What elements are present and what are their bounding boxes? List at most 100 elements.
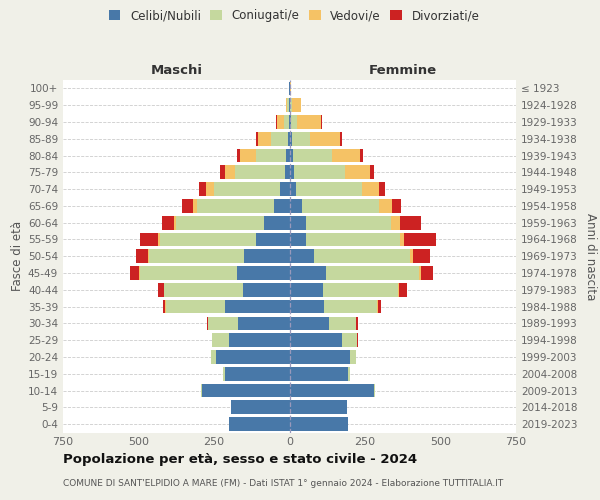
Bar bbox=[314, 250, 410, 263]
Bar bbox=[235, 166, 285, 179]
Bar bbox=[208, 316, 238, 330]
Bar bbox=[293, 148, 332, 162]
Bar bbox=[324, 300, 377, 314]
Bar bbox=[166, 300, 224, 314]
Bar bbox=[215, 350, 290, 364]
Bar bbox=[400, 232, 404, 246]
Bar bbox=[214, 182, 280, 196]
Bar bbox=[343, 334, 358, 347]
Bar bbox=[199, 182, 206, 196]
Bar bbox=[162, 216, 174, 230]
Bar bbox=[230, 400, 290, 414]
Bar bbox=[290, 417, 349, 431]
Bar bbox=[140, 232, 158, 246]
Bar bbox=[346, 166, 370, 179]
Y-axis label: Fasce di età: Fasce di età bbox=[11, 221, 24, 292]
Bar bbox=[149, 250, 244, 263]
Bar bbox=[207, 316, 208, 330]
Bar bbox=[206, 182, 214, 196]
Bar bbox=[290, 199, 302, 213]
Bar bbox=[379, 199, 392, 213]
Bar bbox=[236, 266, 290, 280]
Bar bbox=[242, 283, 290, 296]
Bar bbox=[290, 82, 291, 96]
Bar bbox=[306, 216, 391, 230]
Bar bbox=[332, 148, 361, 162]
Bar bbox=[256, 132, 258, 145]
Bar bbox=[290, 250, 314, 263]
Bar bbox=[285, 166, 290, 179]
Bar bbox=[176, 216, 264, 230]
Bar bbox=[290, 148, 293, 162]
Bar bbox=[224, 367, 290, 380]
Bar bbox=[139, 266, 140, 280]
Bar bbox=[294, 166, 346, 179]
Bar bbox=[236, 148, 239, 162]
Bar bbox=[289, 115, 290, 129]
Bar bbox=[229, 334, 290, 347]
Bar bbox=[256, 148, 286, 162]
Bar bbox=[288, 132, 290, 145]
Bar bbox=[361, 148, 363, 162]
Bar bbox=[238, 316, 290, 330]
Bar bbox=[410, 250, 413, 263]
Bar bbox=[291, 115, 297, 129]
Bar bbox=[350, 350, 356, 364]
Bar bbox=[224, 166, 235, 179]
Bar bbox=[286, 148, 290, 162]
Bar bbox=[379, 182, 385, 196]
Bar bbox=[182, 199, 193, 213]
Bar bbox=[174, 216, 176, 230]
Bar bbox=[287, 98, 289, 112]
Bar bbox=[224, 300, 290, 314]
Bar bbox=[421, 266, 433, 280]
Bar bbox=[286, 98, 287, 112]
Bar bbox=[321, 115, 322, 129]
Bar bbox=[290, 182, 296, 196]
Bar bbox=[284, 115, 289, 129]
Bar bbox=[223, 367, 224, 380]
Bar bbox=[140, 266, 236, 280]
Bar bbox=[290, 384, 374, 398]
Text: Maschi: Maschi bbox=[150, 64, 202, 78]
Bar bbox=[419, 266, 421, 280]
Bar bbox=[306, 232, 400, 246]
Bar bbox=[239, 148, 256, 162]
Bar bbox=[264, 216, 290, 230]
Bar bbox=[296, 182, 362, 196]
Bar bbox=[158, 232, 160, 246]
Bar bbox=[163, 300, 166, 314]
Bar bbox=[370, 166, 374, 179]
Bar bbox=[290, 367, 349, 380]
Bar bbox=[413, 250, 430, 263]
Bar bbox=[277, 115, 284, 129]
Bar bbox=[220, 166, 224, 179]
Bar bbox=[326, 266, 419, 280]
Bar bbox=[399, 283, 407, 296]
Bar bbox=[271, 132, 288, 145]
Bar bbox=[197, 199, 274, 213]
Bar bbox=[258, 132, 271, 145]
Bar bbox=[323, 283, 398, 296]
Text: Popolazione per età, sesso e stato civile - 2024: Popolazione per età, sesso e stato civil… bbox=[63, 452, 417, 466]
Bar bbox=[377, 300, 381, 314]
Bar bbox=[391, 216, 400, 230]
Bar bbox=[297, 115, 321, 129]
Bar bbox=[292, 132, 310, 145]
Bar bbox=[212, 334, 229, 347]
Bar bbox=[290, 316, 329, 330]
Bar bbox=[136, 250, 148, 263]
Bar bbox=[398, 283, 399, 296]
Bar bbox=[211, 350, 215, 364]
Bar bbox=[356, 316, 358, 330]
Bar bbox=[302, 199, 379, 213]
Bar bbox=[290, 300, 324, 314]
Bar bbox=[130, 266, 139, 280]
Bar bbox=[290, 334, 343, 347]
Bar bbox=[202, 384, 290, 398]
Bar bbox=[392, 199, 401, 213]
Text: Femmine: Femmine bbox=[368, 64, 437, 78]
Bar bbox=[160, 232, 256, 246]
Bar bbox=[276, 115, 277, 129]
Bar bbox=[244, 250, 290, 263]
